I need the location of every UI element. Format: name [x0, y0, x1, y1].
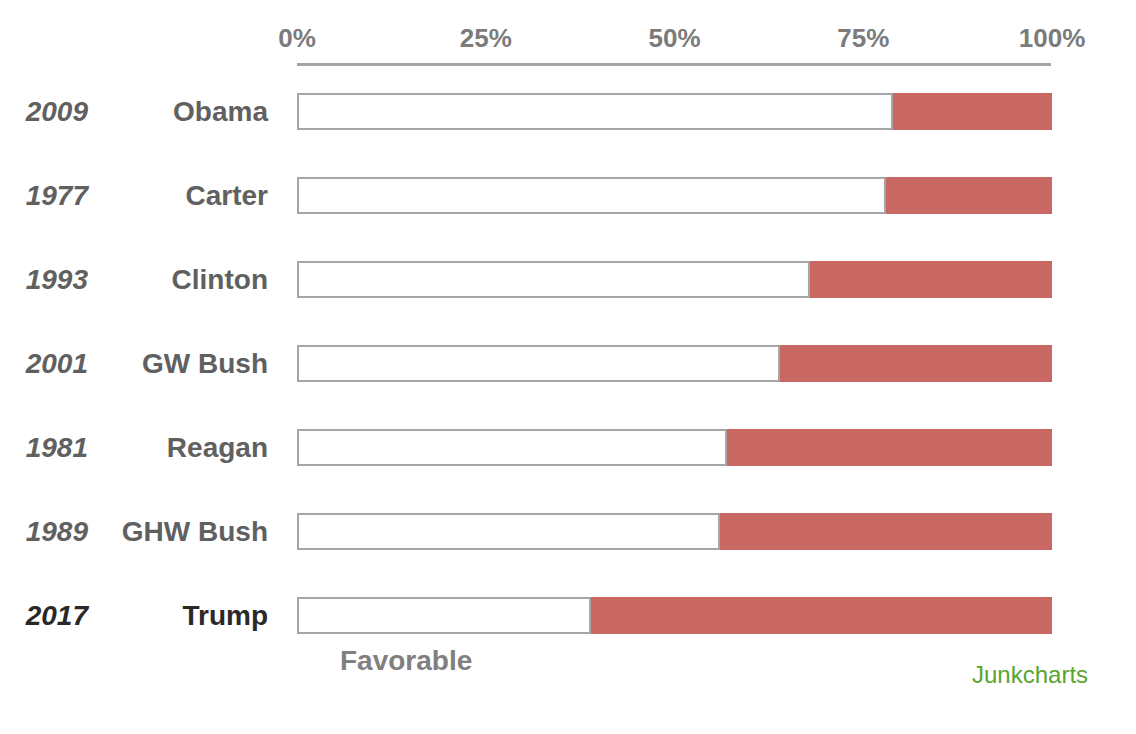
- year-label: 1977: [0, 177, 88, 214]
- president-label: Carter: [80, 177, 268, 214]
- bar-segment-favorable: [297, 597, 591, 634]
- x-axis-tick-50: 50%: [648, 23, 700, 54]
- year-label: 1989: [0, 513, 88, 550]
- president-label: Clinton: [80, 261, 268, 298]
- bar-gw-bush: [297, 345, 1052, 382]
- bar-segment-remainder: [727, 429, 1052, 466]
- bar-segment-remainder: [720, 513, 1052, 550]
- bar-carter: [297, 177, 1052, 214]
- president-label: GHW Bush: [80, 513, 268, 550]
- bar-reagan: [297, 429, 1052, 466]
- junkcharts-credit: Junkcharts: [972, 661, 1088, 689]
- bar-segment-remainder: [886, 177, 1052, 214]
- favorable-series-label: Favorable: [340, 645, 472, 677]
- bar-segment-remainder: [780, 345, 1052, 382]
- bar-segment-remainder: [893, 93, 1052, 130]
- bar-clinton: [297, 261, 1052, 298]
- bar-segment-favorable: [297, 93, 893, 130]
- bar-segment-favorable: [297, 429, 727, 466]
- year-label: 2017: [0, 597, 88, 634]
- president-label: Trump: [80, 597, 268, 634]
- year-label: 1993: [0, 261, 88, 298]
- year-label: 2009: [0, 93, 88, 130]
- bar-segment-favorable: [297, 261, 810, 298]
- bar-segment-favorable: [297, 513, 720, 550]
- bar-obama: [297, 93, 1052, 130]
- president-label: Obama: [80, 93, 268, 130]
- bar-segment-remainder: [810, 261, 1052, 298]
- bar-ghw-bush: [297, 513, 1052, 550]
- x-axis-line: [297, 63, 1051, 66]
- x-axis-tick-25: 25%: [460, 23, 512, 54]
- year-label: 2001: [0, 345, 88, 382]
- favorability-chart: 0% 25% 50% 75% 100% 2009Obama 1977Carter 1993C…: [0, 0, 1136, 734]
- year-label: 1981: [0, 429, 88, 466]
- bar-segment-remainder: [591, 597, 1052, 634]
- x-axis-tick-75: 75%: [837, 23, 889, 54]
- x-axis-tick-100: 100%: [1019, 23, 1086, 54]
- bar-trump: [297, 597, 1052, 634]
- president-label: Reagan: [80, 429, 268, 466]
- bar-segment-favorable: [297, 177, 886, 214]
- bar-segment-favorable: [297, 345, 780, 382]
- x-axis-tick-0: 0%: [278, 23, 316, 54]
- president-label: GW Bush: [80, 345, 268, 382]
